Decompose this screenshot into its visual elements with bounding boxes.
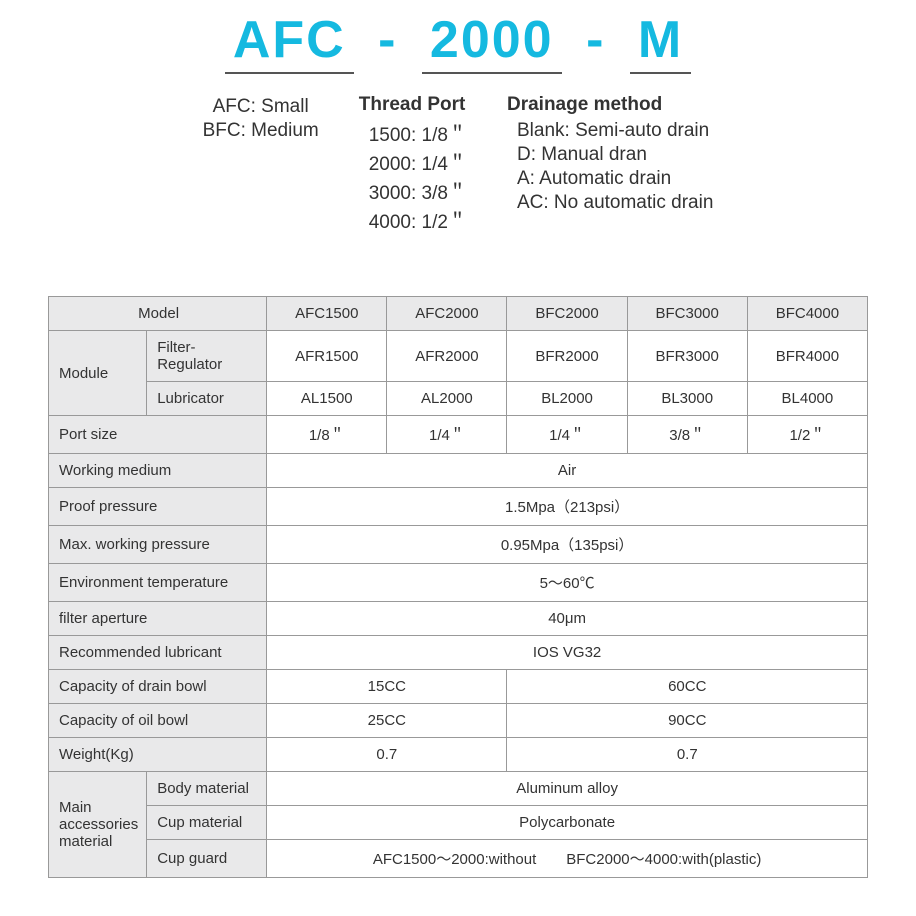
cell-full-5-val: IOS VG32 <box>267 636 868 670</box>
legend-size-1: BFC: Medium <box>203 120 319 142</box>
row-split-0: Capacity of drain bowl 15CC 60CC <box>49 670 868 704</box>
dash-2: - <box>584 10 607 70</box>
legend-drainage-heading: Drainage method <box>507 94 713 116</box>
cell-model-label: Model <box>49 297 267 331</box>
row-full-4: filter aperture 40μm <box>49 602 868 636</box>
spec-table: Model AFC1500 AFC2000 BFC2000 BFC3000 BF… <box>48 296 868 878</box>
cell-split-2-label: Weight(Kg) <box>49 738 267 772</box>
col-1: AFC2000 <box>387 297 507 331</box>
cell-mat-1-val: Polycarbonate <box>267 806 868 840</box>
cell-module-0-2: BFR2000 <box>507 331 627 382</box>
cell-full-4-val: 40μm <box>267 602 868 636</box>
cell-full-5-label: Recommended lubricant <box>49 636 267 670</box>
cell-module-1-0: AL1500 <box>267 382 387 416</box>
cell-module-1-1: AL2000 <box>387 382 507 416</box>
row-mat-2: Cup guard AFC1500～2000:without BFC2000～4… <box>49 840 868 878</box>
cell-mat-2-val: AFC1500～2000:without BFC2000～4000:with(p… <box>267 840 868 878</box>
cell-module-1-3: BL3000 <box>627 382 747 416</box>
cell-port-1: 1/4＂ <box>387 416 507 454</box>
cell-port-0: 1/8＂ <box>267 416 387 454</box>
cell-split-1-left: 25CC <box>267 704 507 738</box>
cell-full-3-label: Environment temperature <box>49 564 267 602</box>
cell-module-1-label: Lubricator <box>147 382 267 416</box>
cell-port-size-label: Port size <box>49 416 267 454</box>
legend-drainage-3: AC: No automatic drain <box>507 192 713 214</box>
cell-split-2-right: 0.7 <box>507 738 868 772</box>
legend-thread-2: 3000: 3/8＂ <box>359 178 467 205</box>
cell-mat-label: Main accessories material <box>49 772 147 878</box>
cell-mat-0-label: Body material <box>147 772 267 806</box>
row-full-0: Working medium Air <box>49 454 868 488</box>
legend: AFC: Small BFC: Medium Thread Port 1500:… <box>0 94 916 236</box>
model-code-title: AFC - 2000 - M <box>0 10 916 74</box>
row-model-header: Model AFC1500 AFC2000 BFC2000 BFC3000 BF… <box>49 297 868 331</box>
cell-full-1-label: Proof pressure <box>49 488 267 526</box>
row-split-1: Capacity of oil bowl 25CC 90CC <box>49 704 868 738</box>
model-part-2: 2000 <box>422 10 562 74</box>
cell-module-0-label: Filter-Regulator <box>147 331 267 382</box>
cell-module-1-4: BL4000 <box>747 382 867 416</box>
col-2: BFC2000 <box>507 297 627 331</box>
row-full-5: Recommended lubricant IOS VG32 <box>49 636 868 670</box>
cell-port-2: 1/4＂ <box>507 416 627 454</box>
legend-drainage: Drainage method Blank: Semi-auto drain D… <box>507 94 713 236</box>
cell-mat-0-val: Aluminum alloy <box>267 772 868 806</box>
row-mat-0: Main accessories material Body material … <box>49 772 868 806</box>
legend-thread: Thread Port 1500: 1/8＂ 2000: 1/4＂ 3000: … <box>359 94 467 236</box>
cell-full-2-val: 0.95Mpa（135psi） <box>267 526 868 564</box>
row-full-3: Environment temperature 5～60℃ <box>49 564 868 602</box>
cell-module-label: Module <box>49 331 147 416</box>
cell-port-4: 1/2＂ <box>747 416 867 454</box>
cell-split-0-right: 60CC <box>507 670 868 704</box>
cell-full-2-label: Max. working pressure <box>49 526 267 564</box>
col-0: AFC1500 <box>267 297 387 331</box>
row-module-0: Module Filter-Regulator AFR1500 AFR2000 … <box>49 331 868 382</box>
cell-mat-2-label: Cup guard <box>147 840 267 878</box>
legend-thread-1: 2000: 1/4＂ <box>359 149 467 176</box>
row-port-size: Port size 1/8＂ 1/4＂ 1/4＂ 3/8＂ 1/2＂ <box>49 416 868 454</box>
dash-1: - <box>376 10 399 70</box>
cell-full-1-val: 1.5Mpa（213psi） <box>267 488 868 526</box>
legend-size-0: AFC: Small <box>203 96 319 118</box>
legend-size: AFC: Small BFC: Medium <box>203 94 319 236</box>
cell-full-0-val: Air <box>267 454 868 488</box>
cell-split-1-label: Capacity of oil bowl <box>49 704 267 738</box>
legend-thread-0: 1500: 1/8＂ <box>359 120 467 147</box>
legend-drainage-2: A: Automatic drain <box>507 168 713 190</box>
cell-split-1-right: 90CC <box>507 704 868 738</box>
header: AFC - 2000 - M AFC: Small BFC: Medium Th… <box>0 0 916 256</box>
legend-thread-heading: Thread Port <box>359 94 467 116</box>
row-full-1: Proof pressure 1.5Mpa（213psi） <box>49 488 868 526</box>
cell-full-4-label: filter aperture <box>49 602 267 636</box>
row-mat-1: Cup material Polycarbonate <box>49 806 868 840</box>
cell-module-0-0: AFR1500 <box>267 331 387 382</box>
cell-module-0-4: BFR4000 <box>747 331 867 382</box>
cell-port-3: 3/8＂ <box>627 416 747 454</box>
cell-mat-1-label: Cup material <box>147 806 267 840</box>
row-module-1: Lubricator AL1500 AL2000 BL2000 BL3000 B… <box>49 382 868 416</box>
cell-module-1-2: BL2000 <box>507 382 627 416</box>
cell-full-0-label: Working medium <box>49 454 267 488</box>
cell-split-0-left: 15CC <box>267 670 507 704</box>
cell-module-0-1: AFR2000 <box>387 331 507 382</box>
row-split-2: Weight(Kg) 0.7 0.7 <box>49 738 868 772</box>
legend-drainage-0: Blank: Semi-auto drain <box>507 120 713 142</box>
col-3: BFC3000 <box>627 297 747 331</box>
legend-drainage-1: D: Manual dran <box>507 144 713 166</box>
cell-full-3-val: 5～60℃ <box>267 564 868 602</box>
cell-module-0-3: BFR3000 <box>627 331 747 382</box>
model-part-3: M <box>630 10 691 74</box>
model-part-1: AFC <box>225 10 354 74</box>
cell-split-0-label: Capacity of drain bowl <box>49 670 267 704</box>
row-full-2: Max. working pressure 0.95Mpa（135psi） <box>49 526 868 564</box>
legend-thread-3: 4000: 1/2＂ <box>359 207 467 234</box>
cell-split-2-left: 0.7 <box>267 738 507 772</box>
col-4: BFC4000 <box>747 297 867 331</box>
